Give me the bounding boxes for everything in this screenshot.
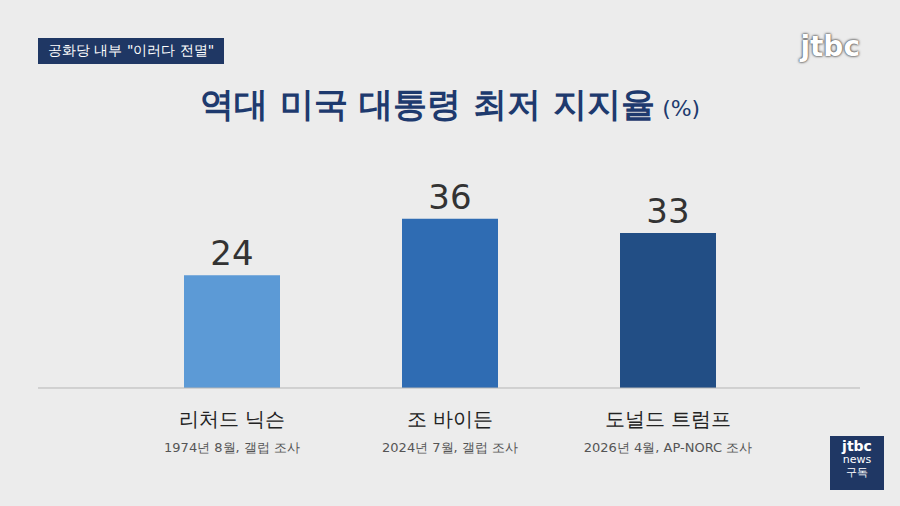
html-text:구독: 구독: [846, 466, 868, 480]
html-text:공화당 내부 "이러다 전멸": 공화당 내부 "이러다 전멸": [48, 42, 215, 58]
svg-text:1974년 8월, 갤럽 조사: 1974년 8월, 갤럽 조사: [164, 440, 300, 455]
html-text:jtbc: jtbc: [800, 30, 860, 63]
svg-text:2024년 7월, 갤럽 조사: 2024년 7월, 갤럽 조사: [382, 440, 518, 455]
svg-text:도널드 트럼프: 도널드 트럼프: [605, 407, 731, 431]
svg-text:36: 36: [428, 177, 471, 217]
html-text:jtbc: jtbc: [842, 438, 872, 454]
svg-text:2026년 4월, AP-NORC 조사: 2026년 4월, AP-NORC 조사: [584, 440, 752, 455]
svg-text:24: 24: [210, 233, 253, 273]
svg-text:33: 33: [646, 191, 689, 231]
svg-text:조 바이든: 조 바이든: [407, 407, 493, 431]
svg-text:리처드 닉슨: 리처드 닉슨: [179, 407, 285, 431]
html-text:news: news: [842, 452, 872, 466]
html-text:역대 미국 대통령 최저 지지율(%): 역대 미국 대통령 최저 지지율(%): [199, 84, 701, 124]
